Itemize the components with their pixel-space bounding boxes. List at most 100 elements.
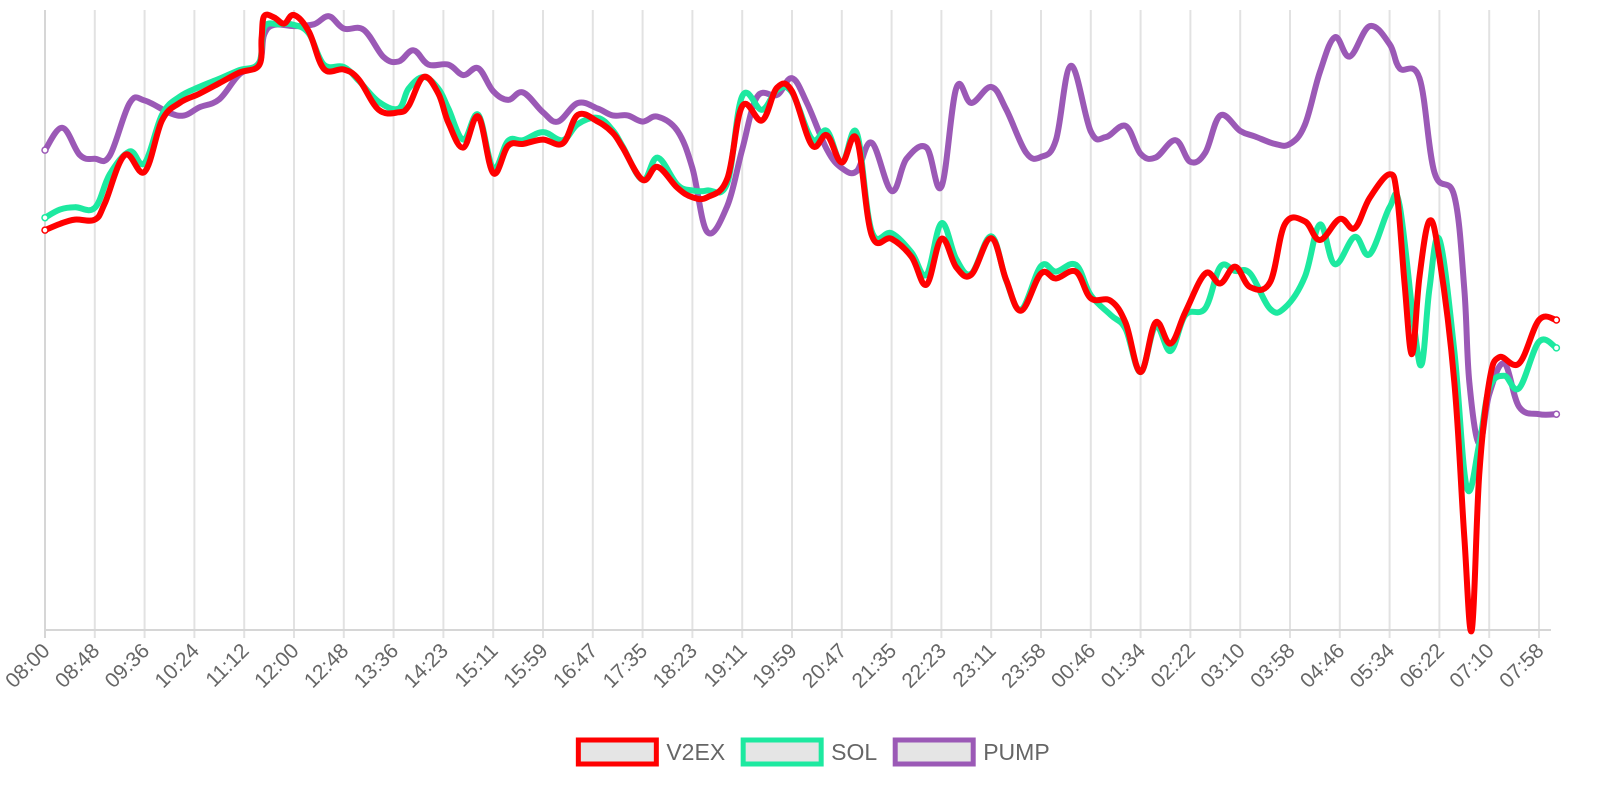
data-point-pump xyxy=(1088,128,1094,135)
x-tick-label: 07:10 xyxy=(1445,639,1498,692)
x-tick-label: 06:22 xyxy=(1396,639,1449,692)
data-point-pump xyxy=(1038,154,1044,160)
data-point-pump xyxy=(869,140,875,146)
data-point-v2ex xyxy=(1152,319,1159,326)
data-point-v2ex xyxy=(1469,627,1475,633)
data-point-v2ex xyxy=(1401,280,1408,286)
data-point-v2ex xyxy=(321,66,327,72)
data-point-pump xyxy=(1367,23,1373,29)
data-point-sol xyxy=(1367,251,1373,258)
data-point-v2ex xyxy=(953,264,959,270)
x-tick-label: 11:12 xyxy=(201,639,253,691)
data-point-pump xyxy=(595,105,601,112)
data-point-sol xyxy=(1217,264,1224,270)
data-point-sol xyxy=(1536,339,1542,345)
data-point-pump xyxy=(654,113,661,120)
data-point-sol xyxy=(1426,286,1433,292)
data-point-v2ex xyxy=(824,132,830,138)
data-point-v2ex xyxy=(1426,218,1433,224)
data-point-v2ex xyxy=(475,113,481,120)
x-tick-label: 13:36 xyxy=(350,639,403,692)
legend-item-v2ex[interactable]: V2EX xyxy=(575,737,725,767)
x-tick-labels: 08:0008:4809:3610:2411:1212:0012:4813:36… xyxy=(1,639,1548,693)
x-tick-label: 15:11 xyxy=(450,639,502,691)
data-point-pump xyxy=(77,152,83,158)
data-point-pump xyxy=(216,96,223,103)
x-tick-label: 10:24 xyxy=(151,639,205,693)
data-point-sol xyxy=(196,84,203,90)
data-point-pump xyxy=(107,153,113,159)
data-point-pump xyxy=(311,21,317,27)
data-point-pump xyxy=(1003,106,1009,112)
data-point-v2ex xyxy=(1137,369,1144,375)
data-point-v2ex xyxy=(1247,284,1253,290)
data-point-v2ex xyxy=(420,74,427,80)
data-point-sol xyxy=(654,154,661,161)
data-point-v2ex xyxy=(256,62,262,68)
data-point-v2ex xyxy=(505,143,511,149)
legend-item-sol[interactable]: SOL xyxy=(740,737,877,767)
grid-layer xyxy=(44,10,1540,638)
data-point-v2ex xyxy=(639,177,646,183)
data-point-v2ex xyxy=(102,200,108,207)
data-point-v2ex xyxy=(1451,379,1458,385)
x-tick-label: 12:00 xyxy=(250,639,303,692)
data-point-pump xyxy=(460,72,466,78)
data-point-v2ex xyxy=(1267,279,1273,285)
data-point-sol xyxy=(1073,262,1079,268)
data-point-pump xyxy=(1103,134,1109,140)
data-point-v2ex xyxy=(445,120,452,126)
data-point-pump xyxy=(1068,63,1074,69)
data-point-pump xyxy=(968,100,974,106)
data-point-v2ex xyxy=(1496,354,1502,360)
data-point-v2ex xyxy=(1461,534,1468,540)
data-point-v2ex xyxy=(938,236,945,242)
x-tick-label: 03:58 xyxy=(1246,639,1299,692)
data-point-pump xyxy=(789,75,795,81)
data-point-sol xyxy=(575,121,581,127)
data-point-pump xyxy=(1416,75,1423,81)
data-point-pump xyxy=(704,229,710,235)
data-point-v2ex xyxy=(1123,320,1129,326)
data-point-v2ex xyxy=(490,170,496,176)
data-point-sol xyxy=(405,86,412,92)
data-point-v2ex xyxy=(1202,270,1209,277)
data-point-v2ex xyxy=(620,144,626,151)
data-point-pump xyxy=(923,144,930,151)
data-point-pump xyxy=(575,100,581,106)
data-point-sol xyxy=(1202,305,1209,311)
data-point-sol xyxy=(1282,304,1288,311)
data-point-v2ex xyxy=(271,14,277,21)
x-tick-label: 21:35 xyxy=(848,639,901,692)
data-point-pump xyxy=(59,125,66,131)
x-tick-label: 20:47 xyxy=(798,639,851,692)
x-tick-label: 14:23 xyxy=(400,639,453,692)
data-point-v2ex xyxy=(774,84,780,91)
data-point-v2ex xyxy=(176,100,183,106)
data-point-pump xyxy=(1516,404,1522,410)
data-point-pump xyxy=(1152,154,1159,161)
data-point-sol xyxy=(1419,360,1425,367)
data-point-v2ex xyxy=(341,66,347,73)
data-point-pump xyxy=(520,89,526,96)
data-point-pump xyxy=(639,118,646,125)
data-point-pump xyxy=(854,168,860,174)
data-point-v2ex xyxy=(689,194,696,200)
data-point-sol xyxy=(1247,270,1253,277)
data-point-v2ex xyxy=(1302,218,1308,225)
data-point-v2ex xyxy=(1232,264,1238,270)
data-point-pump xyxy=(1536,411,1542,417)
data-point-pump xyxy=(196,104,203,111)
legend-item-pump[interactable]: PUMP xyxy=(892,737,1050,767)
data-point-v2ex xyxy=(306,29,312,35)
data-point-pump xyxy=(674,128,681,134)
data-point-v2ex xyxy=(610,130,616,136)
data-point-sol xyxy=(704,187,710,194)
data-point-sol xyxy=(1267,306,1273,312)
data-point-pump xyxy=(540,109,546,116)
data-point-sol xyxy=(1038,263,1044,269)
data-point-v2ex xyxy=(1486,379,1492,385)
data-point-pump xyxy=(1552,410,1561,418)
